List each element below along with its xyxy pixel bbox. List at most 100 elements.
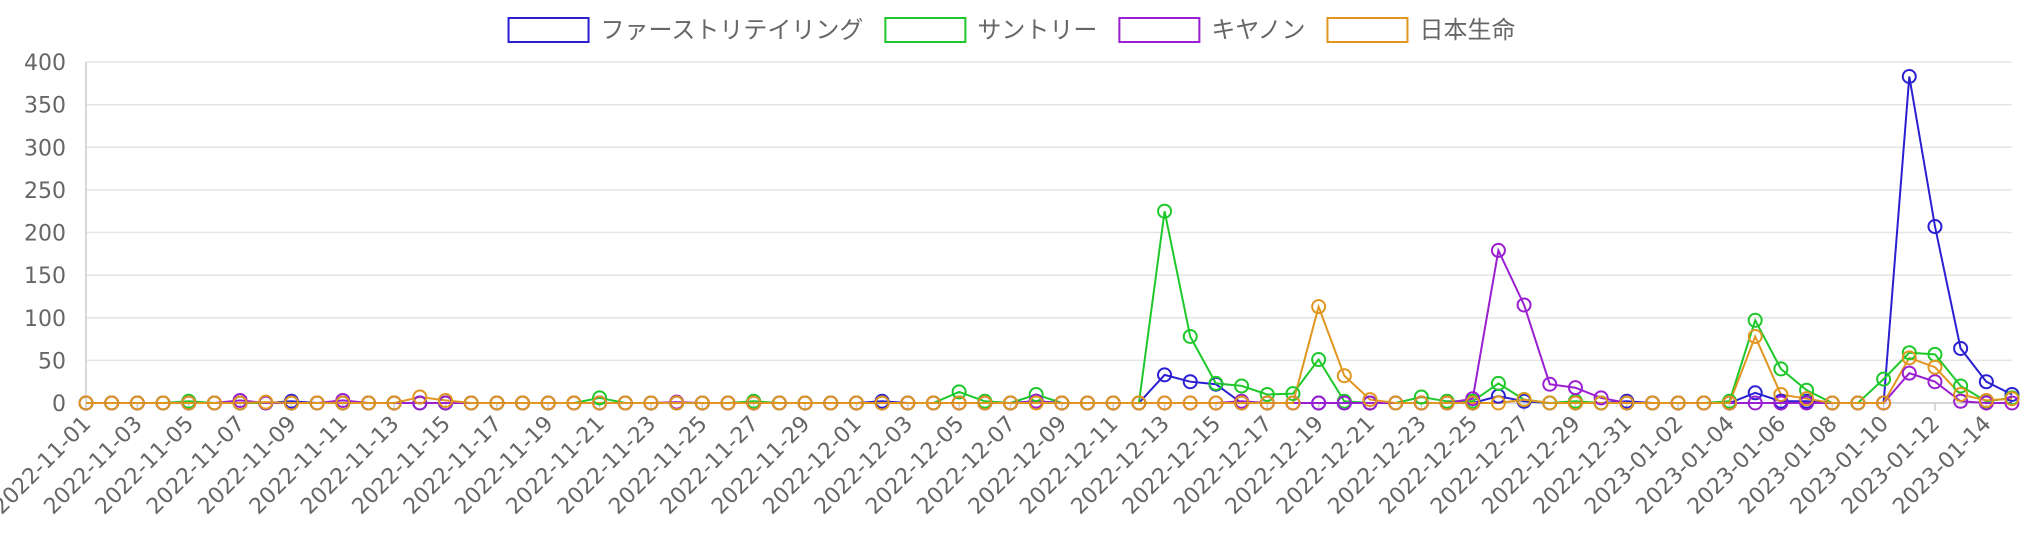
data-point[interactable] bbox=[823, 395, 839, 411]
data-point[interactable] bbox=[1747, 395, 1763, 411]
data-point[interactable] bbox=[155, 395, 171, 411]
data-point[interactable] bbox=[309, 395, 325, 411]
data-point[interactable] bbox=[1953, 378, 1969, 394]
data-point[interactable] bbox=[1362, 392, 1378, 408]
legend-swatch-0[interactable] bbox=[507, 17, 590, 43]
data-point[interactable] bbox=[771, 395, 787, 411]
data-point[interactable] bbox=[1747, 385, 1763, 401]
data-point[interactable] bbox=[694, 395, 710, 411]
data-point[interactable] bbox=[1644, 395, 1660, 411]
data-point[interactable] bbox=[104, 395, 120, 411]
data-point[interactable] bbox=[848, 395, 864, 411]
legend-swatch-2[interactable] bbox=[1118, 17, 1201, 43]
data-point[interactable] bbox=[1002, 395, 1018, 411]
data-point[interactable] bbox=[412, 389, 428, 405]
data-point[interactable] bbox=[360, 395, 376, 411]
data-point[interactable] bbox=[1490, 242, 1506, 258]
data-point[interactable] bbox=[1953, 393, 1969, 409]
data-point[interactable] bbox=[206, 395, 222, 411]
data-point[interactable] bbox=[1439, 395, 1455, 411]
data-point[interactable] bbox=[1876, 395, 1892, 411]
data-point[interactable] bbox=[515, 395, 531, 411]
data-point[interactable] bbox=[720, 395, 736, 411]
data-point[interactable] bbox=[1336, 395, 1352, 411]
data-point[interactable] bbox=[1182, 329, 1198, 345]
data-point[interactable] bbox=[1285, 395, 1301, 411]
data-point[interactable] bbox=[1901, 345, 1917, 361]
data-point[interactable] bbox=[540, 395, 556, 411]
data-point[interactable] bbox=[1567, 395, 1583, 411]
data-point[interactable] bbox=[1799, 391, 1815, 407]
data-point[interactable] bbox=[1105, 395, 1121, 411]
data-point[interactable] bbox=[1413, 389, 1429, 405]
data-point[interactable] bbox=[669, 395, 685, 411]
data-point[interactable] bbox=[1259, 395, 1275, 411]
legend-label-0[interactable]: ファーストリテイリング bbox=[601, 16, 864, 44]
data-point[interactable] bbox=[232, 395, 248, 411]
data-point[interactable] bbox=[1182, 395, 1198, 411]
data-point[interactable] bbox=[1619, 395, 1635, 411]
data-point[interactable] bbox=[438, 392, 454, 408]
data-point[interactable] bbox=[874, 395, 890, 411]
data-point[interactable] bbox=[643, 395, 659, 411]
data-point[interactable] bbox=[1131, 395, 1147, 411]
data-point[interactable] bbox=[1850, 395, 1866, 411]
data-point[interactable] bbox=[1978, 392, 1994, 408]
data-point[interactable] bbox=[1747, 329, 1763, 345]
data-point[interactable] bbox=[463, 395, 479, 411]
data-point[interactable] bbox=[1799, 395, 1815, 411]
data-point[interactable] bbox=[2004, 395, 2020, 411]
data-point[interactable] bbox=[951, 395, 967, 411]
data-point[interactable] bbox=[1722, 395, 1738, 411]
data-point[interactable] bbox=[617, 395, 633, 411]
legend-swatch-1[interactable] bbox=[884, 17, 967, 43]
data-point[interactable] bbox=[1028, 395, 1044, 411]
data-point[interactable] bbox=[1157, 367, 1173, 383]
data-point[interactable] bbox=[1542, 376, 1558, 392]
data-point[interactable] bbox=[1901, 350, 1917, 366]
data-point[interactable] bbox=[1311, 352, 1327, 368]
data-point[interactable] bbox=[412, 395, 428, 411]
data-point[interactable] bbox=[1593, 390, 1609, 406]
data-point[interactable] bbox=[1747, 312, 1763, 328]
data-point[interactable] bbox=[951, 384, 967, 400]
data-point[interactable] bbox=[1927, 359, 1943, 375]
data-point[interactable] bbox=[1208, 395, 1224, 411]
data-point[interactable] bbox=[258, 394, 274, 410]
legend-label-3[interactable]: 日本生命 bbox=[1419, 16, 1515, 44]
data-point[interactable] bbox=[386, 395, 402, 411]
data-point[interactable] bbox=[1311, 395, 1327, 411]
data-point[interactable] bbox=[566, 395, 582, 411]
data-point[interactable] bbox=[592, 395, 608, 411]
data-point[interactable] bbox=[900, 395, 916, 411]
data-point[interactable] bbox=[1157, 203, 1173, 219]
data-point[interactable] bbox=[1593, 395, 1609, 411]
data-point[interactable] bbox=[1157, 395, 1173, 411]
data-point[interactable] bbox=[283, 395, 299, 411]
data-point[interactable] bbox=[1978, 374, 1994, 390]
data-point[interactable] bbox=[592, 390, 608, 406]
data-point[interactable] bbox=[746, 395, 762, 411]
legend-label-1[interactable]: サントリー bbox=[977, 16, 1097, 44]
legend-label-2[interactable]: キヤノン bbox=[1211, 16, 1305, 44]
data-point[interactable] bbox=[1054, 395, 1070, 411]
data-point[interactable] bbox=[1542, 395, 1558, 411]
data-point[interactable] bbox=[1876, 371, 1892, 387]
data-point[interactable] bbox=[2004, 391, 2020, 407]
data-point[interactable] bbox=[1413, 395, 1429, 411]
data-point[interactable] bbox=[1901, 365, 1917, 381]
data-point[interactable] bbox=[1696, 395, 1712, 411]
data-point[interactable] bbox=[1516, 392, 1532, 408]
data-point[interactable] bbox=[1080, 395, 1096, 411]
data-point[interactable] bbox=[925, 395, 941, 411]
data-point[interactable] bbox=[1927, 374, 1943, 390]
data-point[interactable] bbox=[1927, 346, 1943, 362]
data-point[interactable] bbox=[1953, 386, 1969, 402]
data-point[interactable] bbox=[181, 395, 197, 411]
data-point[interactable] bbox=[1927, 219, 1943, 235]
data-point[interactable] bbox=[129, 395, 145, 411]
data-point[interactable] bbox=[1953, 340, 1969, 356]
data-point[interactable] bbox=[78, 395, 94, 411]
legend-swatch-3[interactable] bbox=[1326, 17, 1409, 43]
data-point[interactable] bbox=[1336, 368, 1352, 384]
